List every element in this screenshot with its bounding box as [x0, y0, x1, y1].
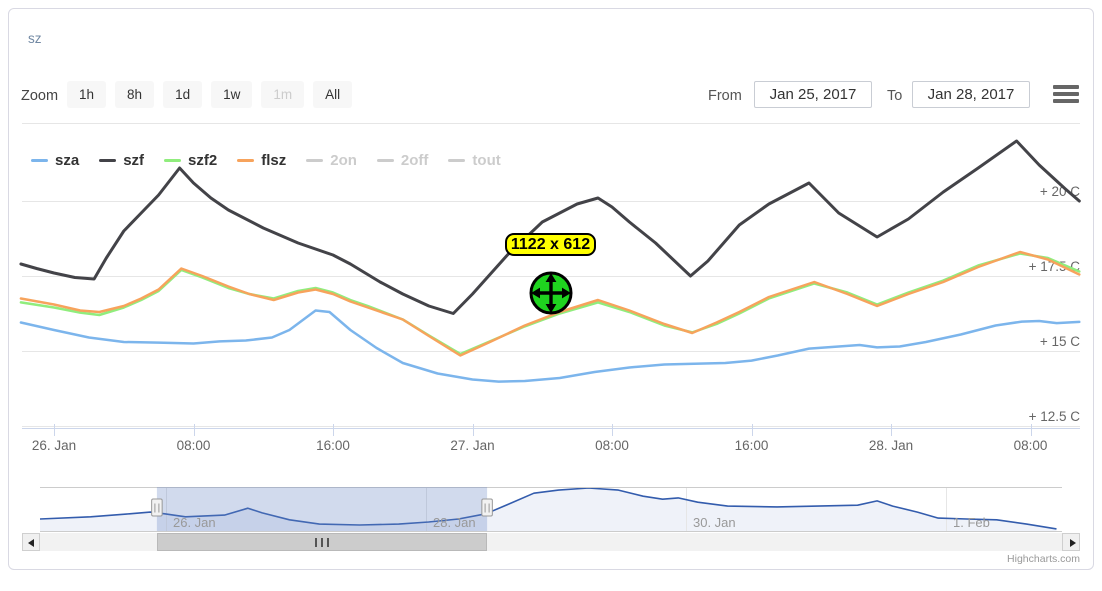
legend-label-flsz: flsz — [261, 152, 287, 169]
zoom-label: Zoom — [21, 88, 59, 104]
legend-item-flsz[interactable]: flsz — [237, 152, 286, 169]
x-axis-label: 16:00 — [316, 438, 350, 453]
series-line-sza[interactable] — [19, 309, 1081, 383]
y-axis-label: + 17.5 C — [1029, 259, 1081, 274]
hamburger-menu-icon[interactable] — [1053, 85, 1079, 103]
navigator-handle-right[interactable] — [481, 498, 493, 517]
x-axis-label: 08:00 — [595, 438, 629, 453]
scrollbar-left-button[interactable] — [22, 533, 40, 551]
x-axis-label: 08:00 — [177, 438, 211, 453]
legend-label-szf2: szf2 — [188, 152, 218, 169]
legend-item-2off[interactable]: 2off — [376, 152, 429, 169]
legend-label-tout: tout — [472, 152, 501, 169]
scrollbar-right-button[interactable] — [1062, 533, 1080, 551]
zoom-button-1m: 1m — [261, 81, 305, 108]
zoom-button-1w[interactable]: 1w — [211, 81, 253, 108]
header-divider — [22, 123, 1080, 124]
legend-label-2off: 2off — [400, 152, 429, 169]
y-axis-label: + 20 C — [1040, 184, 1080, 199]
right-arrow-icon — [1070, 539, 1076, 547]
navigator-label: 28. Jan — [433, 515, 476, 530]
legend-marker-szf2 — [164, 158, 182, 163]
legend-marker-szf — [99, 158, 117, 163]
legend-item-szf[interactable]: szf — [99, 152, 144, 169]
zoom-button-1h[interactable]: 1h — [67, 81, 107, 108]
navigator-label: 30. Jan — [693, 515, 736, 530]
x-axis-label: 26. Jan — [32, 438, 76, 453]
legend-label-2on: 2on — [330, 152, 357, 169]
screen-size-badge: 1122 x 612 — [505, 233, 596, 256]
x-axis-label: 08:00 — [1014, 438, 1048, 453]
scrollbar-thumb[interactable] — [156, 533, 488, 551]
range-selector-buttons: 1h 8h 1d 1w 1m All — [67, 81, 353, 108]
navigator-mask — [156, 487, 488, 531]
legend-marker-2on — [306, 158, 324, 163]
x-axis-label: 28. Jan — [869, 438, 913, 453]
legend: sza szf szf2 flsz 2on 2off tout — [31, 152, 501, 169]
zoom-button-8h[interactable]: 8h — [115, 81, 155, 108]
navigator-area — [40, 488, 1057, 531]
series-line-szf[interactable] — [19, 139, 1081, 315]
from-label: From — [708, 88, 742, 104]
navigator-series-line — [39, 487, 1057, 530]
zoom-button-1d[interactable]: 1d — [163, 81, 203, 108]
x-axis-label: 16:00 — [735, 438, 769, 453]
from-date-input[interactable] — [754, 81, 872, 108]
to-date-input[interactable] — [912, 81, 1030, 108]
legend-label-sza: sza — [55, 152, 80, 169]
legend-label-szf: szf — [123, 152, 145, 169]
legend-marker-flsz — [237, 158, 255, 163]
legend-item-sza[interactable]: sza — [31, 152, 79, 169]
legend-marker-2off — [376, 158, 394, 163]
navigator-label: 26. Jan — [173, 515, 216, 530]
legend-marker-sza — [31, 158, 48, 163]
navigator-label: 1. Feb — [953, 515, 990, 530]
left-arrow-icon — [28, 539, 34, 547]
y-axis-label: + 12.5 C — [1029, 409, 1081, 424]
y-axis-label: + 15 C — [1040, 334, 1080, 349]
legend-marker-tout — [448, 158, 466, 163]
move-cursor-icon — [529, 271, 573, 315]
chart-title: sz — [28, 31, 42, 46]
to-label: To — [887, 88, 903, 104]
series-line-flsz[interactable] — [19, 250, 1081, 357]
legend-item-tout[interactable]: tout — [448, 152, 501, 169]
highcharts-credits[interactable]: Highcharts.com — [1007, 553, 1080, 565]
legend-item-szf2[interactable]: szf2 — [164, 152, 217, 169]
zoom-button-all[interactable]: All — [313, 81, 353, 108]
navigator-handle-left[interactable] — [151, 498, 163, 517]
x-axis-label: 27. Jan — [450, 438, 494, 453]
legend-item-2on[interactable]: 2on — [306, 152, 357, 169]
cursor-arrows — [531, 273, 571, 313]
